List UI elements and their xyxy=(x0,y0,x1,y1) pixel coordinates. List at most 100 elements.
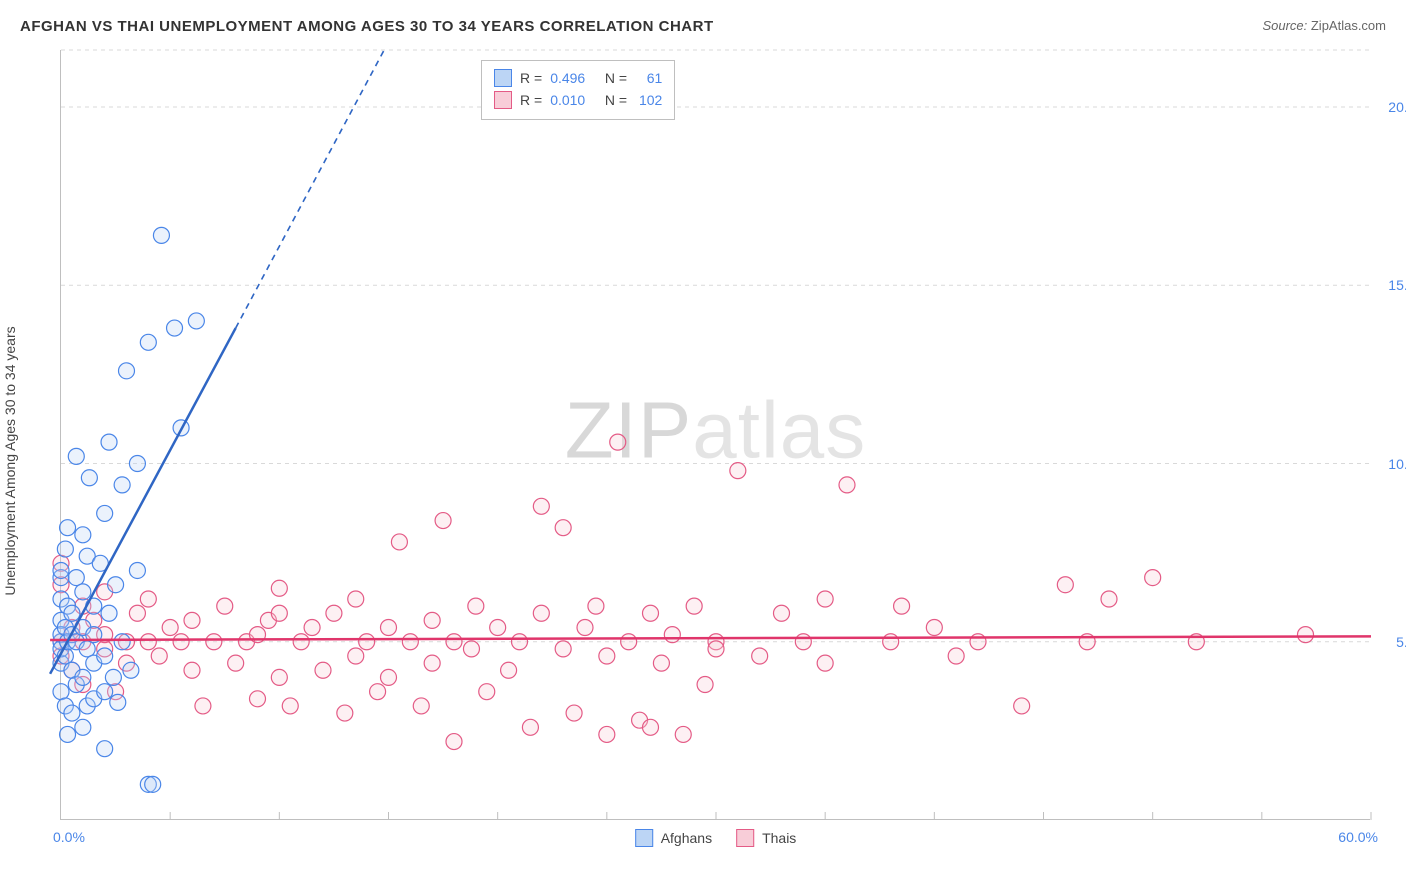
scatter-point xyxy=(610,434,626,450)
scatter-point xyxy=(153,227,169,243)
scatter-point xyxy=(97,648,113,664)
n-label: N = xyxy=(593,89,631,111)
source-name: ZipAtlas.com xyxy=(1311,18,1386,33)
scatter-point xyxy=(894,598,910,614)
scatter-point xyxy=(184,612,200,628)
scatter-point xyxy=(697,677,713,693)
y-tick-label: 20.0% xyxy=(1388,99,1406,115)
scatter-point xyxy=(97,741,113,757)
scatter-point xyxy=(184,662,200,678)
scatter-point xyxy=(195,698,211,714)
y-tick-label: 15.0% xyxy=(1388,277,1406,293)
scatter-point xyxy=(173,634,189,650)
scatter-point xyxy=(53,684,69,700)
scatter-point xyxy=(577,620,593,636)
scatter-point xyxy=(381,669,397,685)
scatter-point xyxy=(97,684,113,700)
scatter-point xyxy=(1014,698,1030,714)
swatch-thais xyxy=(494,91,512,109)
scatter-point xyxy=(883,634,899,650)
plot-region: ZIPatlas R = 0.496 N = 61 R = 0.010 N = … xyxy=(60,50,1370,820)
scatter-point xyxy=(555,520,571,536)
scatter-point xyxy=(151,648,167,664)
scatter-point xyxy=(621,634,637,650)
scatter-point xyxy=(167,320,183,336)
scatter-point xyxy=(129,456,145,472)
scatter-point xyxy=(533,498,549,514)
x-tick-min: 0.0% xyxy=(53,829,85,845)
scatter-point xyxy=(110,694,126,710)
scatter-point xyxy=(948,648,964,664)
legend-swatch-thais xyxy=(736,829,754,847)
scatter-point xyxy=(1145,570,1161,586)
scatter-point xyxy=(315,662,331,678)
scatter-point xyxy=(271,669,287,685)
scatter-point xyxy=(97,505,113,521)
scatter-point xyxy=(293,634,309,650)
scatter-point xyxy=(490,620,506,636)
scatter-point xyxy=(271,580,287,596)
scatter-point xyxy=(79,641,95,657)
scatter-point xyxy=(1057,577,1073,593)
scatter-point xyxy=(114,634,130,650)
scatter-point xyxy=(114,477,130,493)
scatter-point xyxy=(599,726,615,742)
scatter-point xyxy=(359,634,375,650)
scatter-point xyxy=(588,598,604,614)
legend-item-afghans: Afghans xyxy=(635,829,712,847)
scatter-point xyxy=(60,520,76,536)
scatter-point xyxy=(468,598,484,614)
scatter-point xyxy=(145,776,161,792)
scatter-point xyxy=(75,669,91,685)
scatter-point xyxy=(555,641,571,657)
scatter-point xyxy=(348,591,364,607)
scatter-point xyxy=(68,570,84,586)
chart-source: Source: ZipAtlas.com xyxy=(1262,18,1386,33)
scatter-point xyxy=(643,605,659,621)
scatter-point xyxy=(381,620,397,636)
scatter-point xyxy=(81,470,97,486)
y-tick-label: 10.0% xyxy=(1388,456,1406,472)
scatter-point xyxy=(101,434,117,450)
scatter-point xyxy=(463,641,479,657)
scatter-point xyxy=(424,655,440,671)
scatter-point xyxy=(566,705,582,721)
trend-line xyxy=(50,328,236,674)
r-label: R = xyxy=(520,67,542,89)
scatter-point xyxy=(217,598,233,614)
scatter-point xyxy=(512,634,528,650)
scatter-point xyxy=(188,313,204,329)
chart-header: AFGHAN VS THAI UNEMPLOYMENT AMONG AGES 3… xyxy=(20,18,1386,48)
scatter-point xyxy=(391,534,407,550)
legend-swatch-afghans xyxy=(635,829,653,847)
scatter-point xyxy=(752,648,768,664)
scatter-point xyxy=(119,363,135,379)
scatter-point xyxy=(337,705,353,721)
scatter-point xyxy=(970,634,986,650)
scatter-point xyxy=(304,620,320,636)
n-value-thais: 102 xyxy=(639,89,662,111)
scatter-point xyxy=(250,691,266,707)
plot-svg xyxy=(61,50,1371,820)
scatter-point xyxy=(75,527,91,543)
scatter-point xyxy=(75,719,91,735)
trend-line-extrapolated xyxy=(236,50,384,328)
scatter-point xyxy=(446,734,462,750)
scatter-point xyxy=(774,605,790,621)
scatter-point xyxy=(53,562,69,578)
x-tick-max: 60.0% xyxy=(1338,829,1378,845)
scatter-point xyxy=(162,620,178,636)
scatter-point xyxy=(664,627,680,643)
n-label: N = xyxy=(593,67,631,89)
scatter-point xyxy=(101,605,117,621)
source-prefix: Source: xyxy=(1262,18,1310,33)
stats-row-thais: R = 0.010 N = 102 xyxy=(494,89,662,111)
scatter-point xyxy=(271,605,287,621)
stats-legend: R = 0.496 N = 61 R = 0.010 N = 102 xyxy=(481,60,675,120)
scatter-point xyxy=(653,655,669,671)
scatter-point xyxy=(1101,591,1117,607)
y-tick-label: 5.0% xyxy=(1396,634,1406,650)
scatter-point xyxy=(75,584,91,600)
legend-item-thais: Thais xyxy=(736,829,796,847)
scatter-point xyxy=(57,541,73,557)
